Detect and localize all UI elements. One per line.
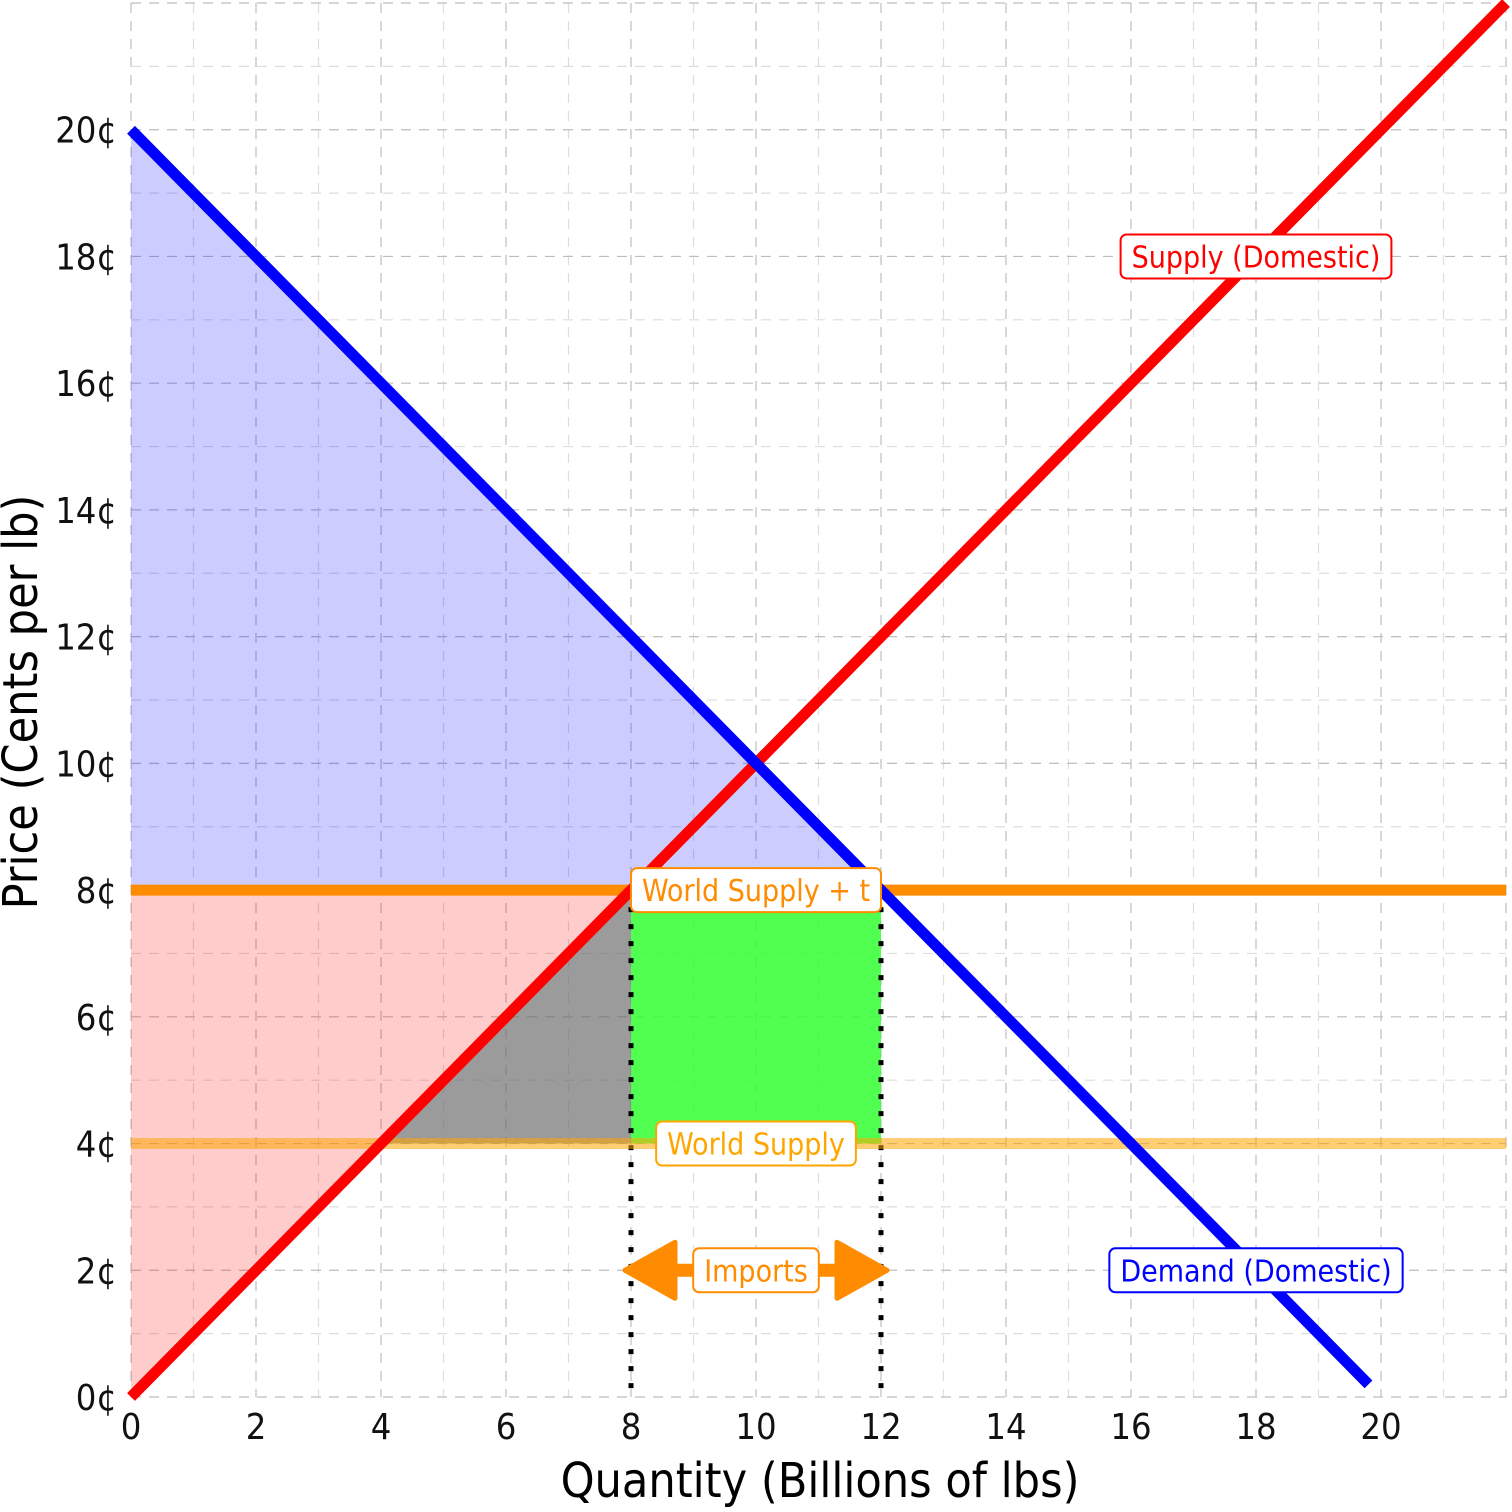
label-box [629, 867, 883, 914]
x-tick-label: 18 [1235, 1407, 1276, 1448]
label-text: Supply (Domestic) [1132, 240, 1381, 275]
y-tick-label: 14¢ [55, 491, 117, 532]
x-tick-label: 0 [121, 1407, 142, 1448]
imports-annotation: Imports [622, 1239, 890, 1301]
imports-label: Imports [692, 1247, 820, 1294]
demand-domestic-label: Demand (Domestic) [1108, 1247, 1404, 1294]
imports-arrow-right-head [834, 1239, 890, 1301]
label-box [1108, 1247, 1404, 1294]
x-tick-label: 10 [735, 1407, 776, 1448]
y-tick-label: 20¢ [55, 111, 117, 152]
x-tick-label: 8 [621, 1407, 642, 1448]
supply-domestic-label: Supply (Domestic) [1119, 233, 1393, 280]
world-supply-t-label: World Supply + t [629, 867, 883, 914]
x-tick-label: 4 [371, 1407, 392, 1448]
y-tick-label: 18¢ [55, 237, 117, 278]
world-supply-label: World Supply [655, 1120, 857, 1167]
label-text: Demand (Domestic) [1120, 1254, 1391, 1289]
y-tick-label: 0¢ [76, 1378, 117, 1419]
label-box [1119, 233, 1393, 280]
x-tick-label: 14 [985, 1407, 1026, 1448]
y-tick-label: 8¢ [76, 871, 117, 912]
curves: Supply (Domestic) Demand (Domestic) World … [127, 0, 1510, 1401]
demand-domestic-curve [127, 125, 1373, 1389]
label-text: World Supply + t [642, 874, 870, 909]
imports-label-box [692, 1247, 820, 1294]
tariff-revenue-area [631, 890, 881, 1144]
x-tick-label: 2 [246, 1407, 267, 1448]
y-tick-label: 10¢ [55, 744, 117, 785]
imports-arrow-left-head [622, 1239, 678, 1301]
y-tick-label: 2¢ [76, 1251, 117, 1292]
x-axis-title: Quantity (Billions of lbs) [561, 1453, 1080, 1509]
y-tick-label: 16¢ [55, 364, 117, 405]
label-box [655, 1120, 857, 1167]
x-tick-label: 6 [496, 1407, 517, 1448]
x-tick-label: 12 [860, 1407, 901, 1448]
imports-label-text: Imports [704, 1254, 808, 1289]
label-text: World Supply [667, 1128, 845, 1163]
x-tick-label: 20 [1360, 1407, 1401, 1448]
x-tick-label: 16 [1110, 1407, 1151, 1448]
y-tick-label: 6¢ [76, 998, 117, 1039]
y-tick-label: 12¢ [55, 618, 117, 659]
y-axis-title: Price (Cents per lb) [0, 495, 49, 910]
y-tick-label: 4¢ [76, 1125, 117, 1166]
axis-ticks: 0 2 4 6 8 10 12 14 16 18 20 0¢ 2¢ 4¢ 6¢ 8¢ 10¢ 12¢ 14¢ 16¢ 1… [55, 111, 1401, 1448]
